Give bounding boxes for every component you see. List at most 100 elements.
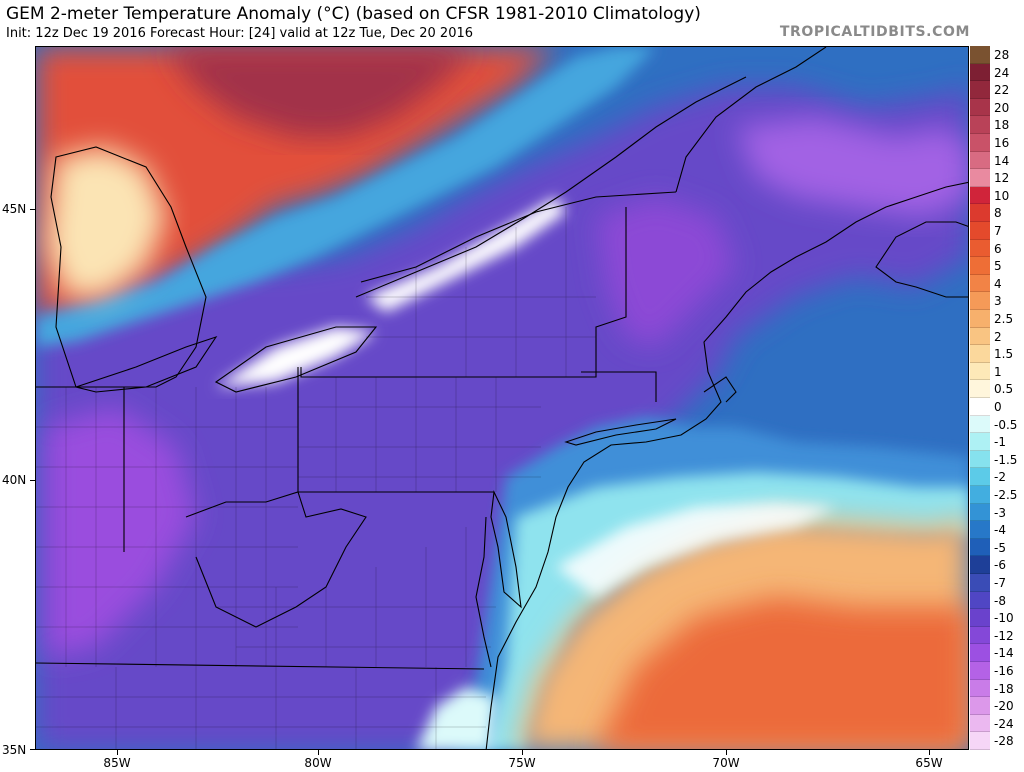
colorbar-label: -2 (994, 470, 1006, 485)
lat-tick (30, 209, 35, 210)
colorbar-swatch (970, 732, 990, 750)
colorbar-label: -8 (994, 593, 1006, 608)
colorbar-label: 5 (994, 259, 1002, 274)
state-line-vt-nh (541, 207, 627, 378)
colorbar-level: -2.5 (969, 486, 1024, 504)
colorbar-label: -12 (994, 628, 1014, 643)
colorbar-label: -4 (994, 523, 1006, 538)
colorbar-label: 18 (994, 118, 1010, 133)
ne-purple-region (596, 197, 736, 347)
colorbar-swatch (970, 134, 990, 152)
lon-label-75w: 75W (508, 756, 536, 770)
county-mesh-nc (36, 667, 486, 749)
colorbar-level: 3 (969, 292, 1024, 310)
anomaly-field (36, 47, 968, 749)
colorbar-level: 16 (969, 134, 1024, 152)
state-line-va-nc (36, 662, 485, 670)
chart-header: GEM 2-meter Temperature Anomaly (°C) (ba… (0, 0, 1024, 46)
transition-blue-band (36, 47, 656, 347)
colorbar-label: 10 (994, 188, 1010, 203)
colorbar-swatch (970, 644, 990, 662)
colorbar-label: -5 (994, 540, 1006, 555)
colorbar-swatch (970, 486, 990, 504)
colorbar-level: -5 (969, 538, 1024, 557)
colorbar-swatch (970, 450, 990, 469)
cape-cod (703, 376, 737, 403)
colorbar-level: -7 (969, 574, 1024, 592)
delmarva-outline (490, 490, 522, 609)
lon-tick (522, 750, 523, 755)
colorbar-label: -16 (994, 664, 1014, 678)
colorbar-level: 5 (969, 257, 1024, 275)
colorbar-level: -20 (969, 697, 1024, 715)
colorbar-level: -8 (969, 591, 1024, 610)
state-line-ma-ct (581, 371, 657, 402)
colorbar-level: -12 (969, 626, 1024, 645)
colorbar-level: 2 (969, 327, 1024, 346)
colorbar-swatch (970, 609, 990, 627)
lat-tick (30, 749, 35, 750)
lake-ontario-outline (214, 326, 378, 393)
colorbar-swatch (970, 257, 990, 275)
brand-watermark: TROPICALTIDBITS.COM (779, 24, 970, 40)
chart-title: GEM 2-meter Temperature Anomaly (°C) (ba… (6, 4, 701, 24)
state-line-maine (675, 47, 827, 193)
colorbar-label: 3 (994, 294, 1002, 309)
colorbar-level: -1 (969, 433, 1024, 451)
colorbar-swatch (970, 574, 990, 592)
st-lawrence-river (355, 76, 747, 298)
colorbar-level: 12 (969, 169, 1024, 187)
county-mesh-va (216, 527, 496, 667)
colorbar-level: -10 (969, 609, 1024, 627)
colorbar-level: -24 (969, 714, 1024, 733)
colorbar-level: 8 (969, 204, 1024, 222)
colorbar-label: -1 (994, 435, 1006, 450)
colorbar-label: -28 (994, 734, 1014, 749)
cold-land-region (36, 87, 968, 749)
colorbar-label: -20 (994, 699, 1014, 714)
colorbar-level: -28 (969, 732, 1024, 750)
colorbar-label: 16 (994, 136, 1010, 150)
colorbar-swatch (970, 503, 990, 522)
lat-label-45n: 45N (2, 202, 27, 216)
colorbar-swatch (970, 151, 990, 170)
colorbar-label: -10 (994, 611, 1014, 626)
colorbar-swatch (970, 714, 990, 733)
very-warm-north-core (166, 47, 476, 137)
colorbar-level: 20 (969, 98, 1024, 117)
lon-tick (726, 750, 727, 755)
colorbar-swatch (970, 626, 990, 645)
colorbar-level: 0 (969, 398, 1024, 416)
lon-tick (117, 750, 118, 755)
county-mesh-ny (366, 207, 596, 377)
colorbar-level: -6 (969, 556, 1024, 574)
colorbar-swatch (970, 186, 990, 205)
colorbar-swatch (970, 222, 990, 240)
colorbar-swatch (970, 662, 990, 680)
colorbar-label: 20 (994, 100, 1010, 115)
colorbar-label: -0.5 (994, 417, 1018, 432)
colorbar-label: 22 (994, 83, 1010, 98)
colorbar-level: 14 (969, 151, 1024, 170)
colorbar-label: 24 (994, 65, 1010, 80)
colorbar-swatch (970, 81, 990, 99)
neutral-ocean-band (556, 502, 836, 597)
colorbar-level: -0.5 (969, 415, 1024, 434)
lake-ontario-warm-streak (216, 327, 376, 387)
colorbar-label: 0 (994, 400, 1002, 414)
colorbar-level: 22 (969, 81, 1024, 99)
colorbar-swatch (970, 169, 990, 187)
lat-tick (30, 480, 35, 481)
colorbar-label: -2.5 (994, 488, 1018, 502)
colorbar-label: 12 (994, 171, 1010, 186)
colorbar-level: 2.5 (969, 310, 1024, 328)
colorbar-level: 10 (969, 186, 1024, 205)
colorbar-swatch (970, 46, 990, 64)
state-line-ny-canada (360, 191, 677, 283)
coastline (485, 181, 968, 749)
colorbar-swatch (970, 274, 990, 293)
colorbar-swatch (970, 415, 990, 434)
lon-label-65w: 65W (915, 756, 943, 770)
colorbar-swatch (970, 679, 990, 698)
nc-coast-pale-region (416, 687, 496, 749)
